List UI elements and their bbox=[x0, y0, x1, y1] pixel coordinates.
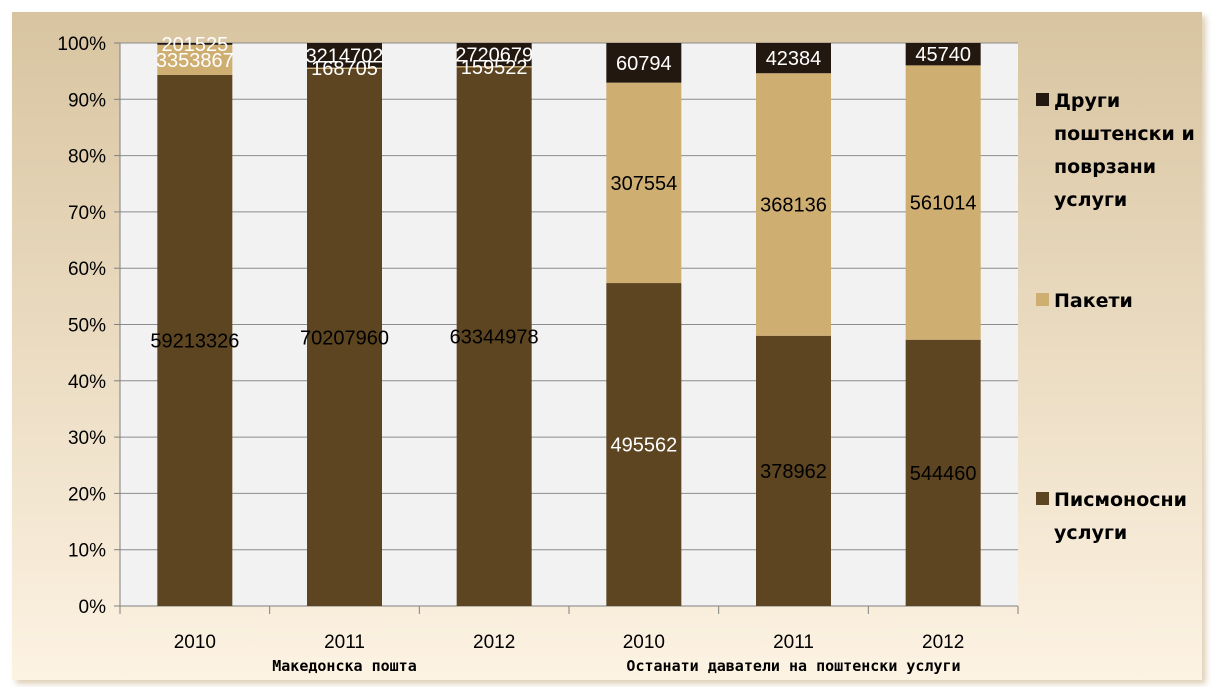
bar-segment bbox=[756, 73, 831, 336]
bar-segment bbox=[157, 44, 233, 75]
x-tick-label: 2012 bbox=[922, 632, 964, 653]
bar-segment bbox=[456, 67, 532, 606]
y-tick-label: 20% bbox=[68, 484, 106, 505]
bar-segment bbox=[606, 43, 682, 83]
y-tick-label: 50% bbox=[68, 316, 106, 337]
data-label: 63344978 bbox=[450, 327, 539, 349]
y-tick-label: 80% bbox=[68, 147, 106, 168]
bar-segment bbox=[606, 283, 682, 606]
bar-segment bbox=[456, 66, 532, 68]
data-label: 42384 bbox=[766, 48, 822, 70]
legend-label: Писмоносни услуги bbox=[1054, 489, 1187, 544]
x-tick-label: 2011 bbox=[324, 632, 365, 653]
y-tick-label: 30% bbox=[68, 428, 106, 449]
bar-segment bbox=[905, 339, 981, 606]
x-tick-label: 2012 bbox=[473, 632, 515, 653]
data-label: 3214702 bbox=[306, 45, 384, 67]
data-label: 168705 bbox=[311, 58, 378, 80]
data-label: 378962 bbox=[760, 461, 827, 483]
data-label: 159522 bbox=[461, 57, 528, 79]
bar-segment bbox=[307, 68, 382, 606]
bar-segment bbox=[157, 43, 233, 45]
x-tick-label: 2010 bbox=[174, 632, 216, 653]
bar-segment bbox=[905, 65, 981, 340]
bar-segment bbox=[905, 43, 981, 66]
legend-swatch bbox=[1036, 492, 1049, 505]
data-label: 60794 bbox=[616, 53, 672, 75]
legend-label: Други поштенски и поврзани услуги bbox=[1054, 90, 1195, 211]
data-label: 201525 bbox=[161, 34, 228, 56]
axes: 0% 10% 20% 30% 40% 50% 60% 70% 80% 90% 100% 2010 201… bbox=[57, 34, 1019, 653]
group-label: Македонска пошта bbox=[272, 657, 417, 675]
bar-segment bbox=[456, 43, 532, 67]
data-label: 59213326 bbox=[150, 330, 239, 352]
x-tick-label: 2011 bbox=[773, 632, 814, 653]
data-label: 2720679 bbox=[455, 45, 533, 67]
group-label: Останати даватели на поштенски услуги bbox=[626, 657, 960, 675]
gridlines bbox=[120, 42, 1018, 551]
legend-swatch bbox=[1036, 293, 1049, 306]
y-tick-label: 60% bbox=[68, 259, 106, 280]
legend: Други поштенски и поврзани услуги Пакети Писм… bbox=[1036, 90, 1195, 544]
data-label: 561014 bbox=[910, 193, 977, 215]
bar-segment bbox=[307, 43, 382, 68]
bar-segment bbox=[307, 67, 382, 69]
data-label: 70207960 bbox=[300, 327, 389, 349]
legend-swatch bbox=[1036, 93, 1049, 106]
y-tick-label: 100% bbox=[57, 34, 106, 55]
bar-segment bbox=[157, 74, 233, 606]
data-label: 45740 bbox=[915, 44, 971, 66]
x-tick-label: 2010 bbox=[623, 632, 665, 653]
data-label: 3353867 bbox=[156, 50, 234, 72]
data-label: 368136 bbox=[760, 194, 827, 216]
legend-label: Пакети bbox=[1054, 290, 1133, 312]
y-tick-label: 10% bbox=[68, 541, 106, 562]
y-tick-label: 70% bbox=[68, 203, 106, 224]
y-tick-label: 40% bbox=[68, 372, 106, 393]
bars bbox=[157, 43, 981, 606]
y-tick-label: 0% bbox=[79, 597, 107, 618]
bar-segment bbox=[606, 82, 682, 284]
group-labels: Македонска пошта Останати даватели на пош… bbox=[272, 657, 960, 675]
data-label: 307554 bbox=[610, 173, 677, 195]
bar-segment bbox=[756, 43, 831, 74]
y-tick-label: 90% bbox=[68, 90, 106, 111]
data-label: 544460 bbox=[910, 463, 977, 485]
data-label: 495562 bbox=[610, 435, 677, 457]
bar-segment bbox=[756, 335, 831, 606]
